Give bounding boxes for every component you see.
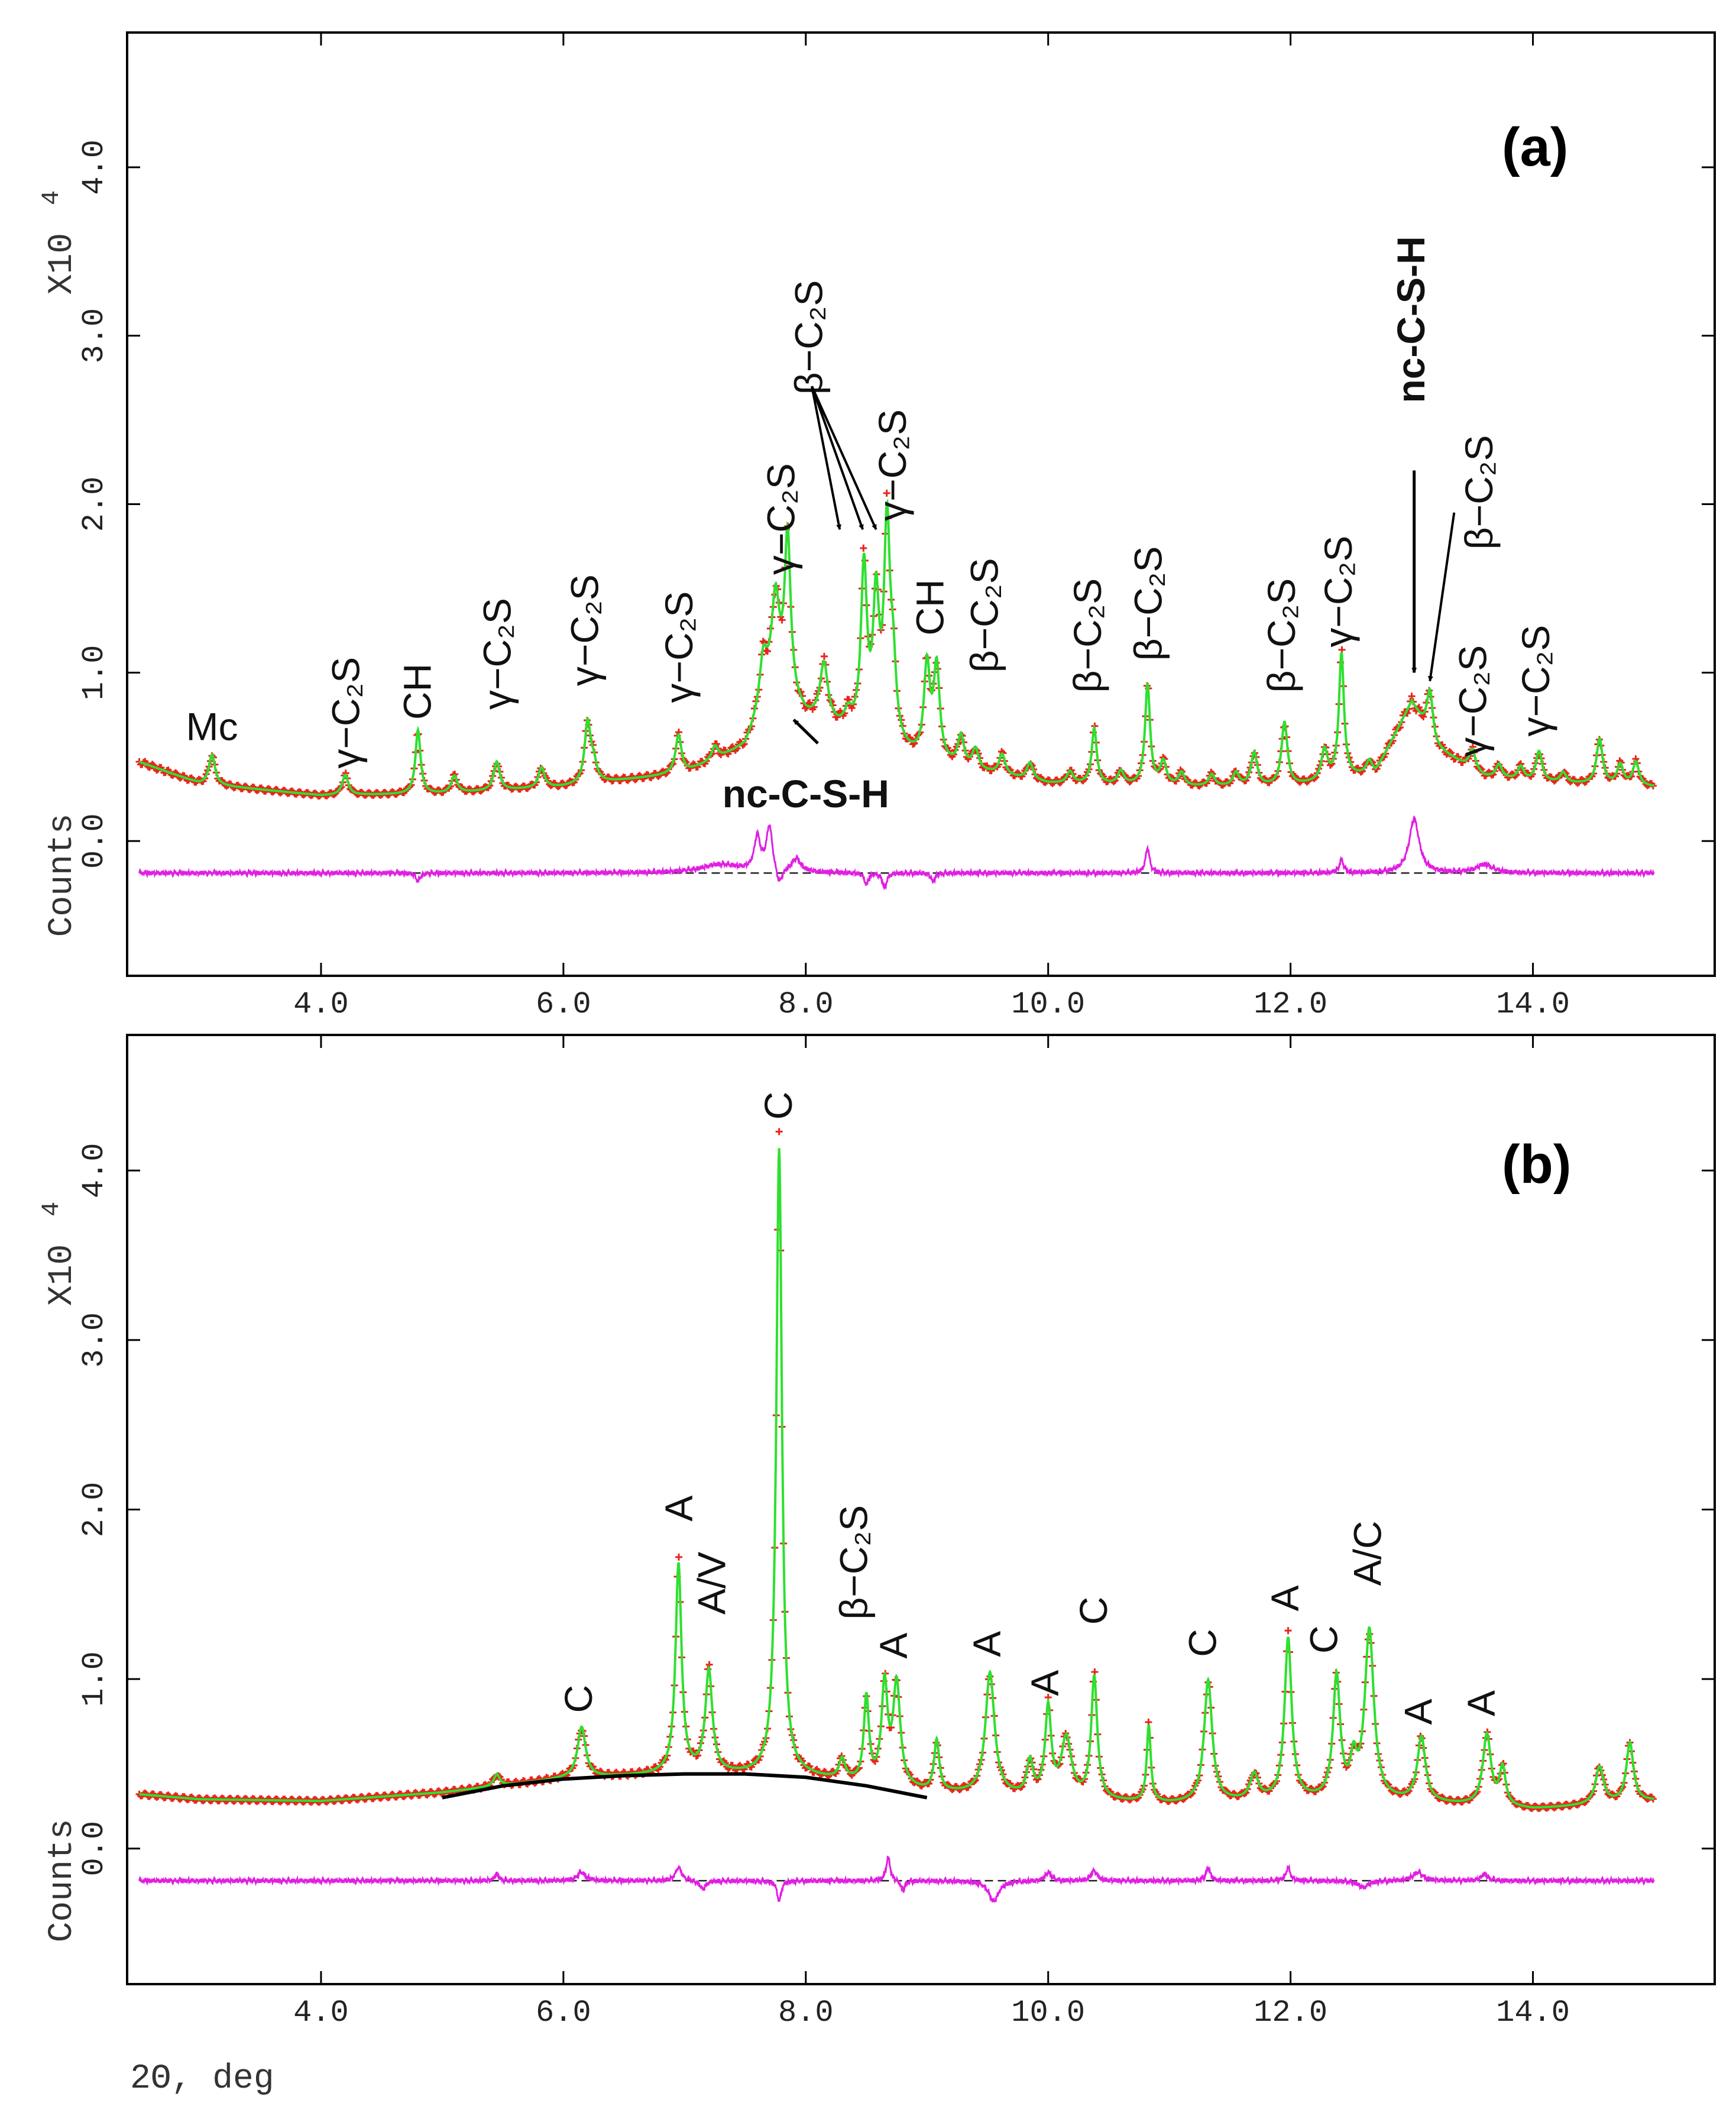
- panel-a-observed-point: [806, 699, 814, 707]
- panel-b-phase-label: A: [1023, 1670, 1067, 1696]
- panel-a-phase-label: β−C₂S: [1065, 578, 1109, 693]
- panel-a-phase-label: γ−C₂S: [759, 463, 802, 575]
- panel-b-phase-label: A: [657, 1496, 701, 1522]
- panel-a-phase-label: γ−C₂S: [870, 409, 914, 521]
- panel-b-ytick-label: 1.0: [77, 1651, 112, 1707]
- panel-a-xtick-label: 10.0: [1011, 987, 1085, 1022]
- panel-a-ytick-label: 1.0: [77, 645, 112, 701]
- panel-b-ytick-label: 3.0: [77, 1312, 112, 1368]
- panel-b-phase-label: C: [1181, 1629, 1225, 1657]
- panel-b-yscale: X10 4: [37, 1202, 82, 1306]
- panel-a-callout-label: nc-C-S-H: [723, 772, 889, 816]
- panel-b-phase-label: β−C₂S: [831, 1505, 875, 1620]
- panel-a-ytick-label: 0.0: [77, 813, 112, 869]
- panel-a-ytick-label: 3.0: [77, 308, 112, 364]
- panel-b-xtick-label: 12.0: [1254, 1995, 1327, 2030]
- panel-a-peak-arrow: [1428, 512, 1456, 682]
- panel-b-phase-label: C: [1071, 1597, 1115, 1625]
- panel-b-ytick-label: 0.0: [77, 1821, 112, 1876]
- panel-a-calculated-profile: [138, 499, 1654, 797]
- panel-a-observed-point: [764, 648, 772, 655]
- panel-a-phase-label: Mc: [186, 704, 238, 748]
- panel-b-phase-label: A: [872, 1633, 915, 1659]
- panel-a-callout-label: nc-C-S-H: [1389, 236, 1433, 403]
- panel-b-xtick-label: 8.0: [778, 1995, 834, 2030]
- panel-a-phase-label: CH: [395, 664, 439, 720]
- panel-b-amorphous-background: [442, 1772, 928, 1800]
- panel-b-observed-point: [1284, 1627, 1292, 1635]
- svg-text:X10 4: X10 4: [37, 190, 82, 295]
- panel-b-xtick-label: 10.0: [1011, 1995, 1085, 2030]
- panel-a-xtick-label: 4.0: [293, 987, 349, 1022]
- panel-a-phase-label: γ−C₂S: [562, 574, 606, 686]
- panel-b-ylabel: Counts: [43, 1819, 82, 1943]
- panel-a-phase-label: β−C₂S: [1259, 578, 1303, 693]
- panel-b-observed-point: [675, 1553, 682, 1561]
- panel-b-phase-label: A: [1396, 1698, 1440, 1725]
- panel-b-ytick-label: 2.0: [77, 1482, 112, 1538]
- panel-b-observed-point: [1091, 1668, 1099, 1676]
- panel-b-phase-label: C: [556, 1685, 600, 1713]
- svg-text:X10 4: X10 4: [37, 1202, 82, 1306]
- panel-b-phase-label: A/C: [1345, 1520, 1389, 1586]
- panel-b-xtick-label: 6.0: [536, 1995, 591, 2030]
- panel-a-phase-label: β−C₂S: [963, 558, 1006, 673]
- panel-a-phase-label: γ−C₂S: [324, 657, 368, 769]
- panel-a-xtick-label: 6.0: [536, 987, 591, 1022]
- panel-a-observed-point: [848, 704, 856, 712]
- panel-a-observed-point: [860, 544, 867, 552]
- panel-b-phase-label: A: [965, 1631, 1009, 1657]
- panel-a-phase-label: γ−C₂S: [1451, 645, 1495, 757]
- panel-b-calculated-profile: [139, 1148, 1654, 1809]
- panel-a-callout-arrow: [792, 719, 820, 745]
- panel-b-yscale-exp: 4: [37, 1202, 66, 1216]
- panel-b-phase-label: A/V: [690, 1552, 734, 1615]
- panel-a-yscale: X10 4: [37, 190, 82, 295]
- panel-a-phase-label: γ−C₂S: [657, 591, 701, 703]
- panel-a-phase-label: γ−C₂S: [475, 598, 519, 710]
- panel-a-yscale-label: X10: [43, 233, 82, 295]
- panel-a-ytick-label: 4.0: [77, 140, 112, 195]
- panel-a-phase-label: β−C₂S: [1126, 546, 1170, 661]
- panel-b-phase-label: C: [1302, 1625, 1346, 1654]
- panel-a-difference-curve: [138, 815, 1655, 891]
- panel-b-phase-label: A: [1459, 1690, 1503, 1716]
- panel-b-ytick-label: 4.0: [77, 1143, 112, 1198]
- panel-a-peak-arrow: [811, 386, 864, 530]
- panel-a: (a) 4.0 6.0 8.0 10.0 12.0 14.0 0.0 1.0 2.0 3.0 4.0…: [77, 31, 1716, 1022]
- panel-b-phase-label: C: [756, 1092, 800, 1120]
- panel-a-observed-point: [820, 652, 828, 660]
- panel-a-ytick-label: 2.0: [77, 477, 112, 532]
- x-axis-label: 2Θ, deg: [130, 2060, 274, 2098]
- panel-a-label: (a): [1502, 117, 1568, 177]
- panel-b-phase-label: A: [1263, 1585, 1307, 1611]
- panel-b-xtick-label: 4.0: [293, 1995, 349, 2030]
- panel-b-difference-curve: [138, 1855, 1655, 1903]
- panel-a-phase-label: γ−C₂S: [1514, 625, 1557, 737]
- panel-a-xtick-label: 8.0: [778, 987, 834, 1022]
- panel-b-label: (b): [1502, 1134, 1571, 1195]
- panel-a-observed-point: [883, 489, 890, 497]
- panel-b-xtick-label: 14.0: [1496, 1995, 1570, 2030]
- panel-a-phase-label: γ−C₂S: [1316, 536, 1360, 648]
- panel-a-peak-arrow: [811, 386, 842, 530]
- panel-a-xtick-label: 14.0: [1496, 987, 1570, 1022]
- panel-b-observed-point: [775, 1128, 783, 1135]
- panel-a-peak-arrow: [811, 386, 877, 530]
- panel-b: (b) 4.0 6.0 8.0 10.0 12.0 14.0 0.0 1.0 2.0 3.0 4.0…: [77, 1034, 1716, 2030]
- panel-a-observed-point: [1420, 713, 1427, 720]
- panel-a-xtick-label: 12.0: [1254, 987, 1327, 1022]
- panel-a-ylabel: Counts: [43, 814, 82, 937]
- panel-a-observed-point: [778, 616, 786, 624]
- panel-a-phase-label: CH: [908, 579, 951, 635]
- panel-b-yscale-label: X10: [43, 1244, 82, 1306]
- panel-a-phase-label: β−C₂S: [1457, 435, 1501, 550]
- panel-a-phase-label: β−C₂S: [786, 280, 830, 395]
- panel-a-yscale-exp: 4: [37, 190, 66, 205]
